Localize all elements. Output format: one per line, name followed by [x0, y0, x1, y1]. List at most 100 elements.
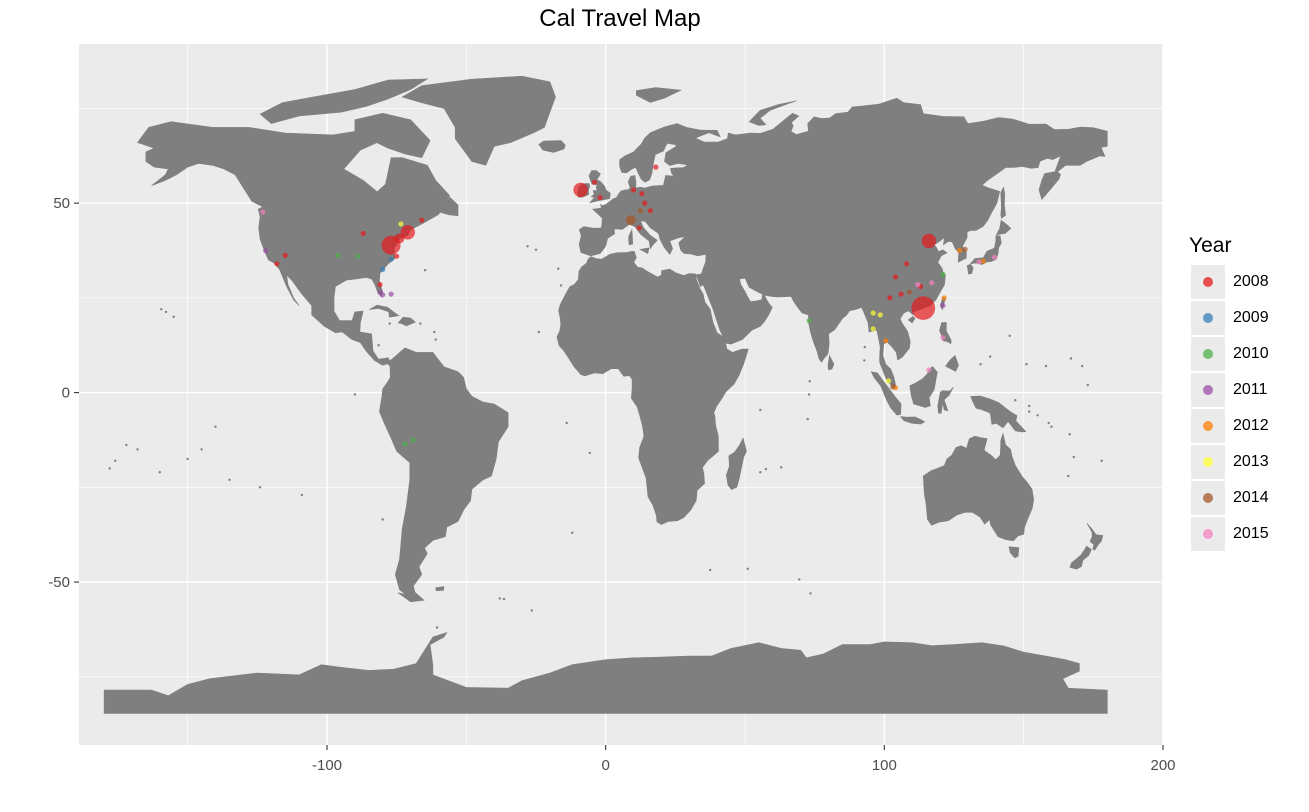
land-island [571, 531, 574, 534]
land-island [1086, 383, 1090, 387]
legend-label: 2008 [1233, 273, 1269, 290]
legend-key [1191, 445, 1225, 479]
legend-item-2014: 2014 [1188, 480, 1298, 516]
y-tick-label: -50 [48, 574, 70, 591]
point-2013 [885, 378, 892, 384]
point-2010 [355, 253, 361, 259]
legend-dot-icon [1203, 493, 1213, 503]
land-island [1014, 399, 1017, 402]
point-2008 [282, 252, 288, 258]
legend-item-2011: 2011 [1188, 372, 1298, 408]
point-2008 [573, 182, 588, 198]
land-sardinia-corsica [628, 228, 634, 246]
land-tasmania [1008, 546, 1020, 559]
land-island [989, 355, 992, 358]
point-2015 [915, 282, 921, 288]
land-sicily [639, 247, 650, 254]
legend-key [1191, 409, 1225, 443]
land-island [534, 248, 538, 251]
land-greenland [401, 75, 556, 166]
land-island [434, 338, 437, 341]
point-2008 [639, 191, 645, 197]
point-2010 [940, 271, 946, 277]
land-island [530, 609, 533, 612]
point-2008 [642, 200, 648, 206]
land-island [557, 267, 560, 270]
legend-dot-icon [1203, 313, 1213, 323]
legend-item-2009: 2009 [1188, 300, 1298, 336]
point-2008 [647, 208, 653, 214]
land-great-britain [588, 170, 611, 204]
point-2008 [419, 217, 425, 223]
land-island [537, 330, 540, 334]
land-island [1050, 425, 1053, 428]
point-2008 [360, 230, 366, 237]
land-newfoundland [439, 196, 459, 217]
land-madagascar [725, 437, 747, 490]
land-svalbard [635, 87, 682, 103]
point-2010 [402, 441, 408, 447]
point-2013 [870, 326, 876, 332]
land-island [381, 518, 384, 521]
land-hainan [907, 316, 916, 324]
land-island [863, 345, 866, 349]
land-falklands [435, 586, 445, 592]
land-north-america [137, 121, 450, 366]
land-island [388, 322, 391, 325]
chart-title: Cal Travel Map [539, 5, 701, 32]
land-island [1026, 512, 1030, 516]
legend-dot-icon [1203, 421, 1213, 431]
land-japan-hokkaido [995, 219, 1012, 236]
land-sakhalin [1000, 186, 1006, 219]
land-island [502, 597, 506, 601]
land-island [565, 421, 568, 425]
land-island [160, 308, 163, 311]
legend-dot-icon [1203, 457, 1213, 467]
land-sumatra [870, 371, 902, 416]
legend-item-2015: 2015 [1188, 516, 1298, 552]
land-tierra-del-fuego [397, 591, 425, 603]
point-2014 [637, 208, 644, 214]
land-australia [922, 432, 1035, 542]
legend-label: 2011 [1233, 381, 1268, 398]
x-tick-label: 0 [602, 757, 610, 774]
land-baffin [354, 112, 431, 159]
land-island [353, 393, 357, 396]
x-tick-label: 200 [1150, 757, 1175, 774]
point-2014 [962, 246, 968, 252]
land-island [526, 245, 529, 248]
land-island [997, 406, 1000, 409]
land-south-america [379, 347, 509, 597]
legend-label: 2012 [1233, 417, 1269, 434]
legend: Year 2008 2009 2010 2011 2012 2013 2014 2015 [1188, 234, 1298, 552]
legend-key [1191, 301, 1225, 335]
land-island [759, 471, 762, 474]
land-island [809, 592, 812, 595]
land-island [807, 393, 811, 396]
land-island [200, 448, 203, 451]
point-2014 [625, 215, 636, 226]
land-sri-lanka [827, 354, 835, 371]
land-new-zealand-s [1069, 545, 1092, 570]
point-2008 [887, 295, 893, 301]
land-island [1067, 474, 1070, 478]
point-2011 [263, 247, 269, 254]
land-antarctica [103, 631, 1108, 714]
point-2008 [394, 253, 400, 259]
point-2015 [940, 335, 946, 341]
land-island [746, 567, 749, 570]
land-masses [103, 75, 1108, 714]
point-2013 [398, 221, 404, 227]
land-island [979, 363, 982, 366]
land-island [780, 466, 783, 469]
legend-dot-icon [1203, 277, 1213, 287]
land-hispaniola [397, 316, 416, 327]
land-island [1068, 433, 1071, 436]
legend-item-2008: 2008 [1188, 264, 1298, 300]
land-island [435, 626, 439, 629]
point-2011 [388, 291, 394, 297]
point-2010 [410, 437, 416, 443]
legend-key [1191, 337, 1225, 371]
land-island [1081, 364, 1084, 368]
point-2008 [377, 282, 383, 288]
